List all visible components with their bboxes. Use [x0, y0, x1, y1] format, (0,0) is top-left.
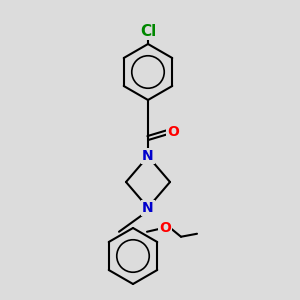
Text: N: N — [142, 201, 154, 215]
Text: N: N — [142, 149, 154, 163]
Text: O: O — [159, 221, 171, 235]
Text: Cl: Cl — [140, 25, 156, 40]
Text: O: O — [167, 125, 179, 139]
